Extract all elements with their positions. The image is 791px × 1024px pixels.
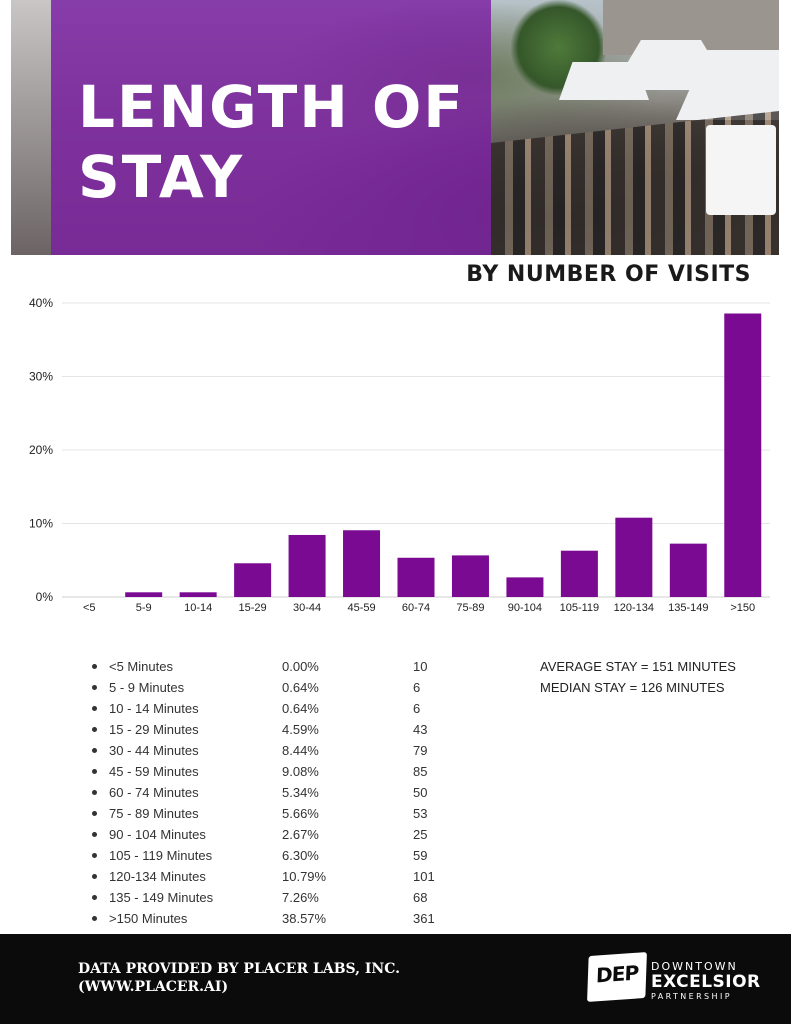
x-tick-label: <5 (83, 602, 96, 614)
row-count: 43 (413, 722, 428, 737)
bar-120134 (615, 517, 653, 597)
data-credit-line-2: (WWW.PLACER.AI) (78, 979, 229, 995)
row-percent: 9.08% (282, 764, 319, 779)
shirt-display (706, 125, 776, 215)
bar-59 (125, 592, 163, 597)
row-label: 30 - 44 Minutes (109, 743, 199, 758)
row-percent: 0.64% (282, 701, 319, 716)
footer: DATA PROVIDED BY PLACER LABS, INC. (WWW.… (0, 934, 791, 1024)
logo-line-3: PARTNERSHIP (651, 992, 732, 1001)
purple-overlay (51, 0, 491, 255)
row-count: 25 (413, 827, 428, 842)
photo-left-strip (11, 0, 51, 255)
y-tick-label: 20% (29, 443, 53, 457)
logo-mark-text: DEP (595, 960, 639, 988)
row-count: 79 (413, 743, 428, 758)
row-percent: 38.57% (282, 911, 327, 926)
hero-photo (11, 0, 779, 255)
bar-4559 (343, 530, 381, 597)
summary-stats: AVERAGE STAY = 151 MINUTES MEDIAN STAY =… (540, 656, 736, 698)
row-label: 90 - 104 Minutes (109, 827, 206, 842)
average-stay: AVERAGE STAY = 151 MINUTES (540, 659, 736, 674)
bar-105119 (560, 550, 598, 597)
data-credit: DATA PROVIDED BY PLACER LABS, INC. (WWW.… (78, 960, 400, 996)
row-label: 105 - 119 Minutes (109, 848, 213, 863)
row-count: 50 (413, 785, 428, 800)
y-tick-label: 10% (29, 517, 53, 531)
logo-line-2: EXCELSIOR (651, 972, 761, 992)
bar-150 (724, 313, 762, 597)
row-count: 59 (413, 848, 428, 863)
row-label: >150 Minutes (109, 911, 188, 926)
bar-135149 (669, 543, 707, 597)
x-tick-label: 75-89 (456, 602, 484, 614)
row-count: 68 (413, 890, 428, 905)
row-label: 60 - 74 Minutes (109, 785, 199, 800)
median-stay: MEDIAN STAY = 126 MINUTES (540, 680, 725, 695)
row-percent: 7.26% (282, 890, 319, 905)
x-tick-label: 105-119 (560, 602, 600, 614)
logo-line-1: DOWNTOWN (651, 960, 738, 973)
row-label: 75 - 89 Minutes (109, 806, 199, 821)
y-tick-label: 40% (29, 296, 53, 310)
title-line-1: LENGTH OF (78, 73, 465, 141)
y-tick-label: 30% (29, 370, 53, 384)
row-count: 6 (413, 701, 421, 716)
row-label: <5 Minutes (109, 659, 173, 674)
title-line-2: STAY (78, 143, 245, 211)
bar-6074 (397, 557, 435, 597)
row-label: 120-134 Minutes (109, 869, 206, 884)
row-percent: 5.34% (282, 785, 319, 800)
row-count: 53 (413, 806, 428, 821)
row-label: 45 - 59 Minutes (109, 764, 199, 779)
x-tick-label: 15-29 (239, 602, 267, 614)
x-tick-label: 10-14 (184, 602, 212, 614)
page-title: LENGTH OF STAY (78, 72, 465, 212)
row-percent: 10.79% (282, 869, 327, 884)
chart-subtitle: BY NUMBER OF VISITS (466, 262, 751, 287)
row-percent: 6.30% (282, 848, 319, 863)
bar-3044 (288, 534, 326, 597)
row-label: 135 - 149 Minutes (109, 890, 214, 905)
length-of-stay-chart: 0% 10% 20% 30% 40% <5 5-9 10-14 15-29 30-44 45-59 6… (29, 296, 770, 614)
x-tick-label: 5-9 (136, 602, 152, 614)
row-count: 6 (413, 680, 421, 695)
bar-1014 (179, 592, 217, 597)
logo-wordmark: DOWNTOWN EXCELSIOR PARTNERSHIP (651, 960, 761, 1002)
bar-7589 (451, 555, 489, 597)
row-label: 10 - 14 Minutes (109, 701, 199, 716)
row-percent: 0.00% (282, 659, 319, 674)
row-count: 101 (413, 869, 435, 884)
row-count: 361 (413, 911, 435, 926)
row-percent: 0.64% (282, 680, 319, 695)
bar-90104 (506, 577, 544, 597)
x-tick-label: 135-149 (668, 602, 708, 614)
x-tick-label: 60-74 (402, 602, 430, 614)
x-tick-label: >150 (730, 602, 755, 614)
row-percent: 5.66% (282, 806, 319, 821)
bar-1529 (234, 563, 272, 597)
y-tick-label: 0% (36, 590, 54, 604)
row-count: 85 (413, 764, 428, 779)
x-tick-label: 45-59 (347, 602, 375, 614)
row-percent: 2.67% (282, 827, 319, 842)
row-percent: 4.59% (282, 722, 319, 737)
x-tick-label: 120-134 (614, 602, 654, 614)
row-percent: 8.44% (282, 743, 319, 758)
data-credit-line-1: DATA PROVIDED BY PLACER LABS, INC. (78, 961, 400, 977)
dep-logo: DEP (587, 952, 647, 1002)
x-tick-label: 90-104 (508, 602, 542, 614)
row-label: 15 - 29 Minutes (109, 722, 199, 737)
row-count: 10 (413, 659, 428, 674)
row-label: 5 - 9 Minutes (109, 680, 185, 695)
x-tick-label: 30-44 (293, 602, 321, 614)
